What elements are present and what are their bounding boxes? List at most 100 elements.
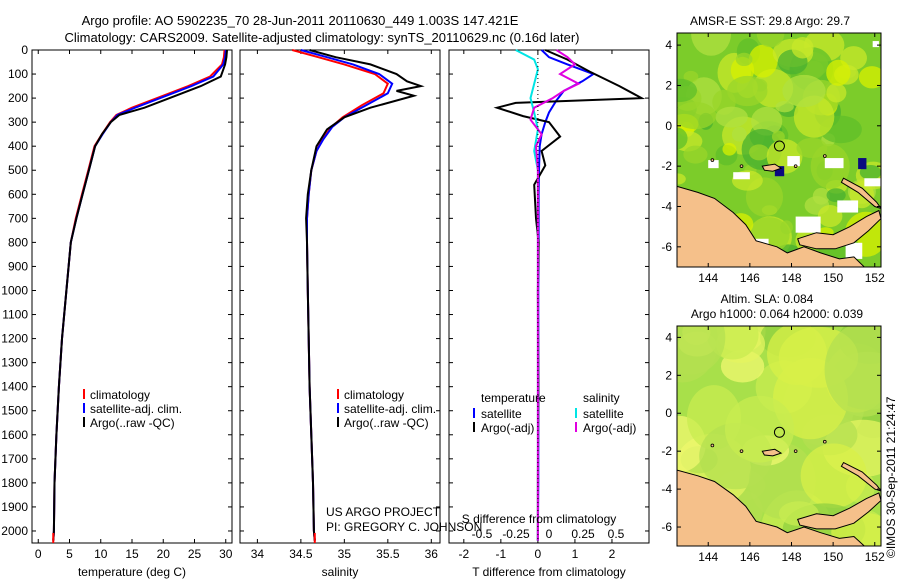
legend-label: satellite — [481, 407, 522, 421]
land-islet — [822, 439, 827, 444]
y-tick-label: 2000 — [1, 524, 28, 538]
land-new-ireland — [840, 177, 881, 210]
map-frame — [676, 325, 882, 547]
land-islet — [822, 154, 827, 158]
missing-data-cell — [708, 160, 719, 169]
field-blotch — [858, 66, 881, 89]
project-credit: US ARGO PROJECT — [326, 505, 441, 519]
y-tick-label: 2 — [665, 368, 672, 382]
s-tick-label: 0.25 — [571, 527, 595, 541]
field-blotch — [826, 188, 846, 203]
y-tick-label: 0 — [665, 119, 672, 133]
y-tick-label: 1300 — [1, 356, 28, 370]
map-title: AMSR-E SST: 29.8 Argo: 29.7 — [690, 14, 850, 28]
header-line-2: Climatology: CARS2009. Satellite-adjuste… — [65, 30, 580, 45]
field-blotch — [722, 142, 737, 156]
map-subtitle: Argo h1000: 0.064 h2000: 0.039 — [691, 307, 863, 321]
field-blotch — [751, 106, 783, 136]
y-tick-label: 1900 — [1, 500, 28, 514]
missing-data-cell — [864, 178, 881, 187]
field-blotch — [677, 127, 688, 150]
missing-data-cell — [845, 242, 863, 259]
map-content — [677, 326, 881, 546]
y-tick-label: 500 — [8, 163, 28, 177]
y-tick-label: 1600 — [1, 428, 28, 442]
field-blotch — [748, 44, 778, 78]
field-blotch — [735, 52, 753, 67]
x-tick-label: 0 — [535, 547, 542, 561]
map-frame — [676, 32, 882, 268]
field-blotch — [824, 326, 881, 417]
legend-label: Argo(-adj) — [481, 421, 534, 435]
x-tick-label: -1 — [496, 547, 507, 561]
missing-data-cell — [824, 158, 844, 169]
y-tick-label: 1800 — [1, 476, 28, 490]
plot-frame — [31, 49, 233, 544]
y-tick-label: 1200 — [1, 332, 28, 346]
land-manus — [761, 163, 783, 172]
x-tick-label: 30 — [219, 547, 233, 561]
field-blotch — [791, 37, 814, 59]
series-line-argo-raw-qc- — [305, 49, 425, 541]
missing-data-cell — [837, 200, 859, 213]
legend-label: climatology — [344, 388, 404, 402]
difference-panel: -2 -1 0 1 2 T difference from climatology S di… — [448, 49, 650, 579]
field-blotch — [775, 101, 794, 113]
pi-credit: PI: GREGORY C. JOHNSON — [326, 520, 482, 534]
legend-title-salinity: salinity — [583, 391, 620, 405]
cold-anomaly-cell — [858, 158, 867, 170]
land-manus — [761, 448, 783, 457]
y-tick-label: 0 — [665, 406, 672, 420]
legend-title-temperature: temperature — [481, 391, 546, 405]
salinity-panel: 34 34.5 35 35.5 36 salinity climatologysatelli… — [239, 49, 441, 579]
field-blotch — [677, 78, 698, 103]
y-tick-label: 1400 — [1, 380, 28, 394]
y-tick-label: -6 — [661, 520, 672, 534]
field-blotch — [771, 130, 785, 143]
x-tick-label: 148 — [781, 271, 801, 285]
missing-data-cell — [795, 216, 821, 233]
x-axis-label: temperature (deg C) — [78, 565, 186, 579]
field-blotch — [812, 187, 830, 205]
cold-anomaly-cell — [774, 166, 785, 177]
s-tick-label: 0.5 — [608, 527, 625, 541]
x-tick-label: -2 — [458, 547, 469, 561]
land-islet — [710, 158, 715, 162]
x-tick-label: 2 — [609, 547, 616, 561]
x-tick-label: 150 — [823, 271, 843, 285]
field-blotch — [800, 443, 867, 508]
legend-label: climatology — [90, 388, 150, 402]
y-tick-label: 1500 — [1, 404, 28, 418]
y-tick-label: 900 — [8, 259, 28, 273]
sst-map: 144 146 148 150 152 4 2 0 -2 -4 -6 AMSR-E SST: 29.8… — [661, 14, 885, 285]
field-blotch — [683, 145, 708, 164]
y-tick-label: -2 — [661, 159, 672, 173]
x-tick-label: 25 — [188, 547, 202, 561]
y-tick-label: 4 — [665, 330, 672, 344]
land-islet — [739, 449, 744, 453]
field-blotch — [749, 144, 770, 161]
legend-label: Argo(..raw -QC) — [90, 416, 175, 430]
field-blotch — [683, 70, 699, 83]
header-line-1: Argo profile: AO 5902235_70 28-Jun-2011 … — [82, 13, 519, 28]
legend-label: Argo(..raw -QC) — [344, 416, 429, 430]
map-content — [677, 33, 881, 267]
plot-frame — [448, 49, 650, 544]
field-blotch — [691, 33, 732, 56]
x-tick-label: 5 — [66, 547, 73, 561]
s-tick-label: 0 — [546, 527, 553, 541]
legend-label: Argo(-adj) — [583, 421, 636, 435]
map-title: Altim. SLA: 0.084 — [721, 292, 814, 306]
y-tick-label: 200 — [8, 91, 28, 105]
x-tick-label: 15 — [125, 547, 139, 561]
field-blotch — [817, 205, 843, 228]
field-blotch — [727, 75, 768, 107]
missing-data-cell — [733, 172, 750, 180]
y-tick-label: 4 — [665, 38, 672, 52]
x-tick-label: 146 — [740, 550, 760, 564]
legend-label: satellite-adj. clim. — [344, 402, 436, 416]
y-tick-label: 1100 — [2, 308, 28, 322]
field-blotch — [826, 83, 847, 103]
y-tick-label: 400 — [8, 139, 28, 153]
